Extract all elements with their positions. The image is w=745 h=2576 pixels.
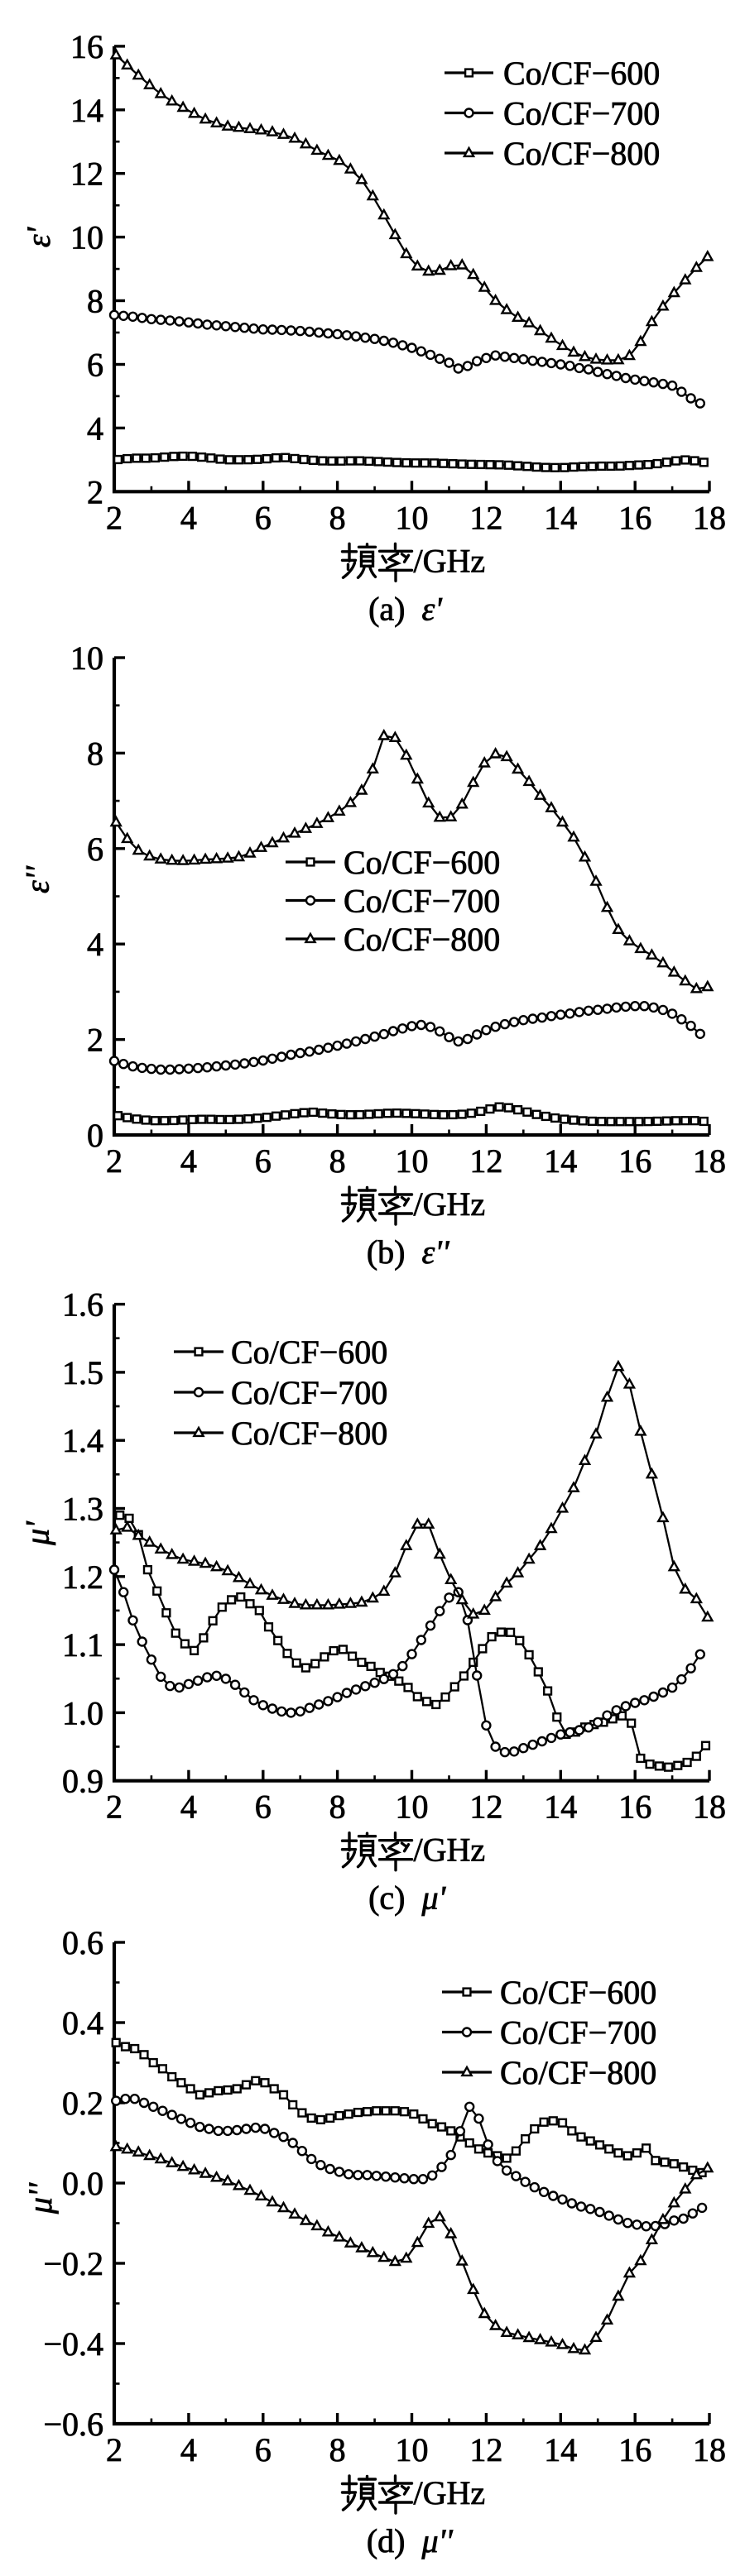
svg-text:8: 8 <box>329 499 346 536</box>
svg-text:8: 8 <box>329 1142 346 1180</box>
svg-text:ε'': ε'' <box>422 1233 450 1271</box>
svg-text:μ'': μ'' <box>421 2522 454 2559</box>
svg-text:10: 10 <box>396 2431 429 2468</box>
svg-text:1.2: 1.2 <box>62 1559 103 1596</box>
svg-text:Co/CF−600: Co/CF−600 <box>503 55 660 92</box>
svg-text:6: 6 <box>255 499 272 536</box>
svg-text:/GHz: /GHz <box>414 2474 486 2511</box>
svg-text:ε': ε' <box>20 226 57 247</box>
svg-text:μ'': μ'' <box>22 2181 59 2214</box>
svg-text:Co/CF−800: Co/CF−800 <box>231 1415 387 1452</box>
svg-text:18: 18 <box>693 499 726 536</box>
svg-text:1.0: 1.0 <box>62 1694 103 1731</box>
svg-text:8: 8 <box>87 283 103 320</box>
svg-text:Co/CF−800: Co/CF−800 <box>503 135 660 172</box>
svg-text:/GHz: /GHz <box>414 1185 486 1223</box>
svg-text:8: 8 <box>329 2431 346 2468</box>
svg-text:12: 12 <box>469 1788 502 1826</box>
svg-text:/GHz: /GHz <box>414 542 486 579</box>
svg-text:1.6: 1.6 <box>62 1286 103 1324</box>
svg-text:4: 4 <box>180 1788 197 1826</box>
svg-text:4: 4 <box>87 409 103 447</box>
svg-text:6: 6 <box>87 831 103 868</box>
svg-text:12: 12 <box>469 499 502 536</box>
svg-text:Co/CF−700: Co/CF−700 <box>231 1374 387 1411</box>
svg-text:12: 12 <box>469 2431 502 2468</box>
svg-text:Co/CF−600: Co/CF−600 <box>344 844 500 881</box>
svg-text:6: 6 <box>255 1142 272 1180</box>
svg-text:(b): (b) <box>367 1233 406 1271</box>
svg-text:18: 18 <box>693 2431 726 2468</box>
svg-text:0.4: 0.4 <box>62 2004 103 2042</box>
svg-text:16: 16 <box>618 499 651 536</box>
svg-text:6: 6 <box>255 1788 272 1826</box>
svg-text:Co/CF−800: Co/CF−800 <box>500 2054 656 2091</box>
svg-text:14: 14 <box>70 92 103 129</box>
svg-text:10: 10 <box>396 499 429 536</box>
svg-text:4: 4 <box>180 2431 197 2468</box>
svg-text:18: 18 <box>693 1788 726 1826</box>
svg-text:Co/CF−600: Co/CF−600 <box>231 1333 387 1371</box>
svg-text:8: 8 <box>87 735 103 772</box>
svg-text:16: 16 <box>70 28 103 65</box>
svg-text:0.0: 0.0 <box>62 2165 103 2202</box>
svg-text:4: 4 <box>180 1142 197 1180</box>
svg-text:6: 6 <box>87 347 103 384</box>
svg-text:0: 0 <box>87 1117 103 1154</box>
svg-text:10: 10 <box>70 639 103 677</box>
svg-text:6: 6 <box>255 2431 272 2468</box>
svg-text:μ': μ' <box>19 1520 56 1546</box>
svg-text:2: 2 <box>106 1142 123 1180</box>
svg-text:(c): (c) <box>368 1879 405 1917</box>
svg-text:/GHz: /GHz <box>414 1831 486 1869</box>
svg-text:−0.2: −0.2 <box>43 2245 103 2282</box>
svg-text:16: 16 <box>618 2431 651 2468</box>
svg-text:14: 14 <box>544 1142 577 1180</box>
svg-text:18: 18 <box>693 1142 726 1180</box>
svg-text:μ': μ' <box>421 1879 447 1917</box>
svg-text:2: 2 <box>87 1022 103 1059</box>
svg-text:10: 10 <box>70 219 103 256</box>
svg-text:16: 16 <box>618 1142 651 1180</box>
svg-text:(d): (d) <box>367 2522 406 2559</box>
svg-text:Co/CF−700: Co/CF−700 <box>344 883 500 920</box>
svg-text:0.9: 0.9 <box>62 1763 103 1800</box>
svg-text:10: 10 <box>396 1142 429 1180</box>
svg-text:Co/CF−600: Co/CF−600 <box>500 1974 656 2011</box>
svg-text:2: 2 <box>106 499 123 536</box>
svg-text:0.6: 0.6 <box>62 1924 103 1961</box>
svg-text:0.2: 0.2 <box>62 2085 103 2122</box>
svg-text:4: 4 <box>180 499 197 536</box>
svg-text:12: 12 <box>469 1142 502 1180</box>
svg-text:14: 14 <box>544 1788 577 1826</box>
svg-text:Co/CF−700: Co/CF−700 <box>500 2014 656 2052</box>
svg-text:2: 2 <box>106 2431 123 2468</box>
svg-text:1.1: 1.1 <box>62 1626 103 1664</box>
svg-text:12: 12 <box>70 156 103 193</box>
svg-text:2: 2 <box>106 1788 123 1826</box>
svg-text:−0.6: −0.6 <box>43 2406 103 2443</box>
svg-text:1.3: 1.3 <box>62 1491 103 1528</box>
svg-text:14: 14 <box>544 2431 577 2468</box>
svg-text:2: 2 <box>87 473 103 510</box>
svg-text:1.4: 1.4 <box>62 1422 103 1459</box>
svg-text:−0.4: −0.4 <box>43 2325 103 2363</box>
svg-text:14: 14 <box>544 499 577 536</box>
svg-text:8: 8 <box>329 1788 346 1826</box>
svg-text:10: 10 <box>396 1788 429 1826</box>
svg-text:(a): (a) <box>368 590 405 627</box>
svg-text:ε': ε' <box>422 590 444 627</box>
svg-text:4: 4 <box>87 926 103 963</box>
svg-text:1.5: 1.5 <box>62 1354 103 1391</box>
svg-text:16: 16 <box>618 1788 651 1826</box>
svg-text:Co/CF−800: Co/CF−800 <box>344 921 500 958</box>
svg-text:Co/CF−700: Co/CF−700 <box>503 95 660 132</box>
svg-text:ε'': ε'' <box>19 865 56 893</box>
